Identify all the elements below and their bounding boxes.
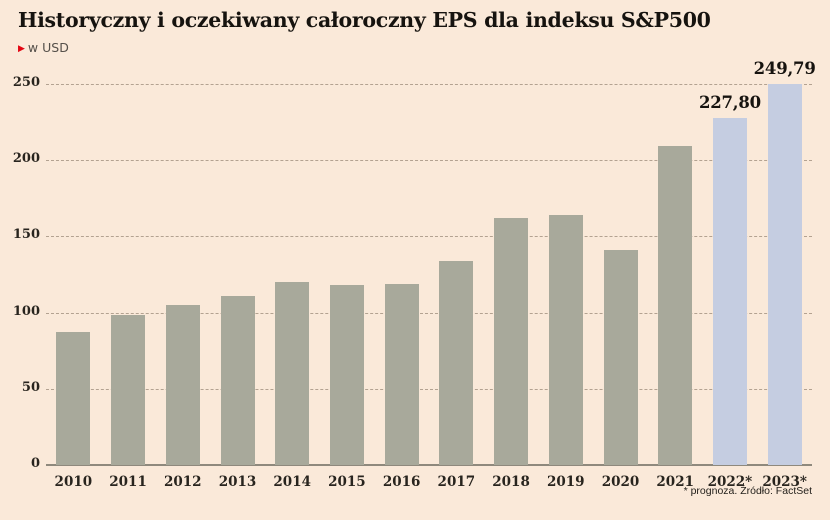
chart-subtitle: ▶ w USD — [18, 40, 69, 55]
x-tick-label-2013: 2013 — [218, 474, 257, 490]
y-tick-label-0: 0 — [30, 456, 40, 471]
y-tick-label-50: 50 — [21, 379, 40, 395]
unit-label: w USD — [27, 40, 69, 55]
x-tick-label-2022: 2022* — [707, 474, 753, 490]
x-axis-line — [46, 464, 812, 466]
source-footnote: * prognoza. Źródło: FactSet — [683, 485, 812, 497]
bar-2012 — [165, 304, 200, 465]
bar-2013 — [220, 295, 255, 465]
x-tick-label-2019: 2019 — [546, 474, 585, 490]
x-tick-label-2018: 2018 — [492, 474, 530, 490]
x-tick-label-2012: 2012 — [163, 474, 202, 490]
x-tick-label-2010: 2010 — [54, 474, 93, 490]
bar-2016 — [384, 283, 419, 465]
x-tick-label-2016: 2016 — [382, 474, 421, 490]
y-tick-label-200: 200 — [12, 151, 40, 167]
gridline-50 — [46, 388, 812, 390]
bar-2022 — [712, 117, 747, 465]
y-tick-label-250: 250 — [12, 75, 40, 90]
bar-2014 — [275, 282, 310, 465]
chart-title: Historyczny i oczekiwany całoroczny EPS … — [18, 8, 711, 32]
red-arrow-icon: ▶ — [18, 44, 25, 54]
x-tick-label-2017: 2017 — [437, 474, 476, 490]
bar-2020 — [603, 250, 638, 465]
bar-2011 — [111, 314, 146, 465]
bar-2015 — [329, 285, 364, 465]
bar-2023 — [767, 84, 802, 465]
x-tick-label-2014: 2014 — [273, 474, 311, 490]
gridline-250 — [46, 84, 812, 85]
gridline-100 — [46, 312, 812, 314]
x-tick-label-2021: 2021 — [656, 474, 694, 490]
bar-2010 — [56, 331, 91, 465]
y-tick-label-100: 100 — [12, 303, 40, 319]
bar-2017 — [439, 260, 474, 465]
x-tick-label-2020: 2020 — [601, 474, 640, 490]
bar-2019 — [548, 215, 583, 465]
x-tick-label-2023: 2023* — [762, 474, 807, 490]
bar-value-label-2023: 249,79 — [753, 59, 816, 79]
bar-2021 — [658, 146, 693, 465]
bar-value-label-2022: 227,80 — [698, 92, 761, 112]
x-tick-label-2011: 2011 — [109, 474, 147, 490]
gridline-200 — [46, 160, 812, 162]
x-tick-label-2015: 2015 — [328, 474, 366, 490]
gridline-150 — [46, 236, 812, 238]
bar-2018 — [494, 218, 529, 465]
y-tick-label-150: 150 — [12, 227, 40, 243]
